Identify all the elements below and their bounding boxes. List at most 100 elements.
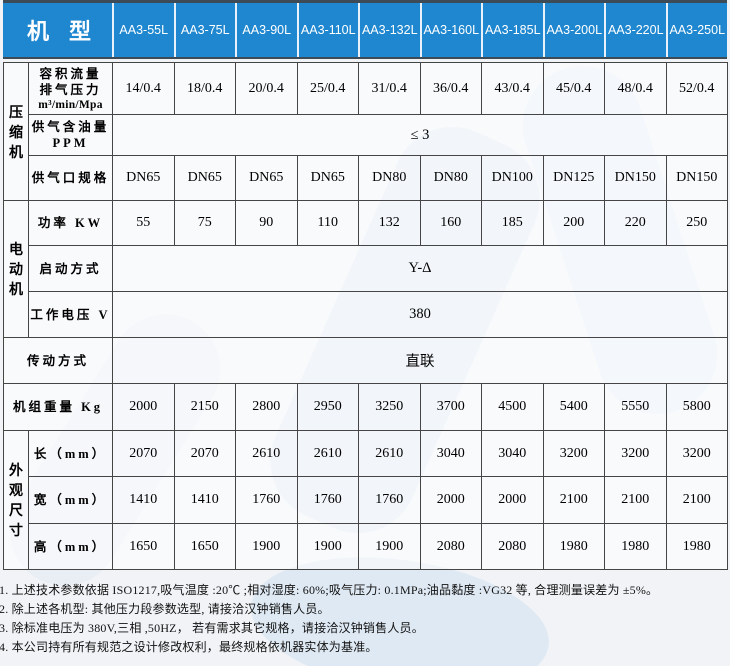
spec-value-cell: 5550 bbox=[604, 383, 667, 431]
group-label-char: 缩 bbox=[9, 125, 23, 141]
spec-value-cell: 2000 bbox=[419, 476, 482, 524]
spec-value-cell: 3700 bbox=[419, 383, 482, 431]
spec-row-label-line: 宽（mm） bbox=[33, 493, 108, 507]
spec-row-label-line: 传动方式 bbox=[26, 353, 89, 368]
spec-value-cell: 20/0.4 bbox=[235, 62, 298, 115]
spec-value-cell: 14/0.4 bbox=[112, 62, 175, 115]
spec-row-label-line: 工作电压 V bbox=[30, 307, 111, 322]
spec-value-cell: 31/0.4 bbox=[358, 62, 421, 115]
model-header-cell: AA3-220L bbox=[604, 3, 666, 57]
footnote-line: 2. 除上述各机型: 其他压力段参数选型, 请接洽汉钟销售人员。 bbox=[0, 602, 330, 616]
spec-value-cell: 2100 bbox=[604, 476, 667, 524]
spec-row-label-line: 排气压力 bbox=[39, 82, 102, 97]
spec-value-cell: DN65 bbox=[235, 155, 298, 201]
spec-value-cell: 132 bbox=[358, 200, 421, 246]
spec-row-label-line: PPM bbox=[52, 136, 89, 150]
spec-value-cell: 2610 bbox=[296, 430, 359, 477]
footnote-line: 3. 除标准电压为 380V,三相 ,50HZ， 若有需求其它规格，请接洽汉钟销… bbox=[0, 621, 424, 635]
spec-value-cell: 2080 bbox=[481, 523, 544, 570]
spec-value-cell: 75 bbox=[173, 200, 236, 246]
spec-value-cell: 2800 bbox=[235, 383, 298, 431]
spec-group-label: 外观尺寸 bbox=[3, 430, 29, 570]
spec-row-label: 高（mm） bbox=[28, 523, 113, 570]
spec-group-label: 压缩机 bbox=[3, 62, 29, 201]
spec-row-label: 长（mm） bbox=[28, 430, 113, 477]
spec-value-cell: 2070 bbox=[112, 430, 175, 477]
spec-span-value-cell: 380 bbox=[112, 291, 728, 338]
spec-row-label-line: m³/min/Mpa bbox=[38, 98, 103, 111]
spec-value-cell: 160 bbox=[419, 200, 482, 246]
spec-value-cell: 2100 bbox=[665, 476, 728, 524]
spec-value-cell: 2950 bbox=[296, 383, 359, 431]
spec-value-cell: 2610 bbox=[235, 430, 298, 477]
spec-value-cell: 3250 bbox=[358, 383, 421, 431]
spec-value-cell: 185 bbox=[481, 200, 544, 246]
spec-value-cell: 1760 bbox=[235, 476, 298, 524]
model-header-cell: AA3-185L bbox=[481, 3, 543, 57]
spec-value-cell: DN80 bbox=[358, 155, 421, 201]
spec-value-cell: DN65 bbox=[296, 155, 359, 201]
spec-value-cell: 3200 bbox=[604, 430, 667, 477]
spec-value-cell: 1760 bbox=[358, 476, 421, 524]
spec-value-cell: 1410 bbox=[112, 476, 175, 524]
spec-value-cell: DN80 bbox=[419, 155, 482, 201]
spec-value-cell: 2000 bbox=[481, 476, 544, 524]
group-label-char: 观 bbox=[9, 484, 23, 499]
spec-value-cell: 1980 bbox=[665, 523, 728, 570]
spec-value-cell: 1650 bbox=[112, 523, 175, 570]
spec-row-label: 启动方式 bbox=[28, 245, 113, 292]
spec-value-cell: 2070 bbox=[173, 430, 236, 477]
spec-value-cell: 2610 bbox=[358, 430, 421, 477]
spec-row-label: 宽（mm） bbox=[28, 476, 113, 524]
spec-value-cell: 3040 bbox=[419, 430, 482, 477]
spec-value-cell: 2000 bbox=[112, 383, 175, 431]
spec-value-cell: DN150 bbox=[665, 155, 728, 201]
spec-row-label: 容积流量 排气压力 m³/min/Mpa bbox=[28, 62, 113, 115]
spec-value-cell: 18/0.4 bbox=[173, 62, 236, 115]
spec-value-cell: 1410 bbox=[173, 476, 236, 524]
footnote-line: 4. 本公司持有所有规范之设计修改权利，最终规格依机器实体为基准。 bbox=[0, 640, 378, 654]
spec-row-label: 机组重量 Kg bbox=[3, 383, 113, 431]
spec-value-cell: 5400 bbox=[542, 383, 605, 431]
group-label-char: 压 bbox=[9, 105, 23, 121]
spec-value-cell: DN100 bbox=[481, 155, 544, 201]
spec-value-cell: 2150 bbox=[173, 383, 236, 431]
model-header-cell: AA3-160L bbox=[419, 3, 482, 57]
spec-row-label-line: 容积流量 bbox=[39, 66, 102, 81]
spec-value-cell: DN125 bbox=[542, 155, 605, 201]
spec-value-cell: 3040 bbox=[481, 430, 544, 477]
spec-value-cell: DN65 bbox=[112, 155, 175, 201]
spec-row-label: 传动方式 bbox=[3, 337, 113, 384]
group-label-char: 电 bbox=[9, 243, 23, 258]
spec-value-cell: 1760 bbox=[296, 476, 359, 524]
spec-value-cell: 1900 bbox=[235, 523, 298, 570]
model-header-cell: AA3-132L bbox=[358, 3, 420, 57]
table-header-row: 机 型 AA3-55L AA3-75L AA3-90L AA3-110L AA3-132L… bbox=[3, 0, 727, 59]
spec-value-cell: 48/0.4 bbox=[604, 62, 667, 115]
model-header-cell: AA3-55L bbox=[112, 3, 174, 57]
spec-table: 压缩机容积流量 排气压力 m³/min/Mpa 14/0.4 18/0.4 20/0.4 2… bbox=[3, 62, 728, 570]
spec-value-cell: 1650 bbox=[173, 523, 236, 570]
spec-value-cell: 200 bbox=[542, 200, 605, 246]
model-header-cell: AA3-90L bbox=[235, 3, 297, 57]
model-header-cell: AA3-250L bbox=[665, 3, 728, 57]
group-label-char: 机 bbox=[9, 145, 23, 161]
model-header-cell: AA3-75L bbox=[173, 3, 236, 57]
spec-span-value-cell: 直联 bbox=[112, 337, 728, 384]
spec-value-cell: 250 bbox=[665, 200, 728, 246]
model-header-cell: AA3-110L bbox=[296, 3, 359, 57]
spec-value-cell: 2080 bbox=[419, 523, 482, 570]
footnote-line: 1. 上述技术参数依据 ISO1217,吸气温度 :20℃ ;相对湿度: 60%… bbox=[0, 583, 659, 597]
spec-row-label-line: 机组重量 Kg bbox=[12, 400, 104, 414]
group-label-char: 机 bbox=[9, 283, 23, 298]
spec-row-label: 功率 KW bbox=[28, 200, 113, 246]
spec-value-cell: 1980 bbox=[542, 523, 605, 570]
spec-value-cell: 1980 bbox=[604, 523, 667, 570]
spec-span-value-cell: Y-Δ bbox=[112, 245, 728, 292]
spec-group-label: 电动机 bbox=[3, 200, 29, 338]
spec-row-label-line: 供气含油量 bbox=[31, 120, 110, 134]
spec-value-cell: 1900 bbox=[358, 523, 421, 570]
spec-value-cell: 220 bbox=[604, 200, 667, 246]
spec-value-cell: 3200 bbox=[665, 430, 728, 477]
